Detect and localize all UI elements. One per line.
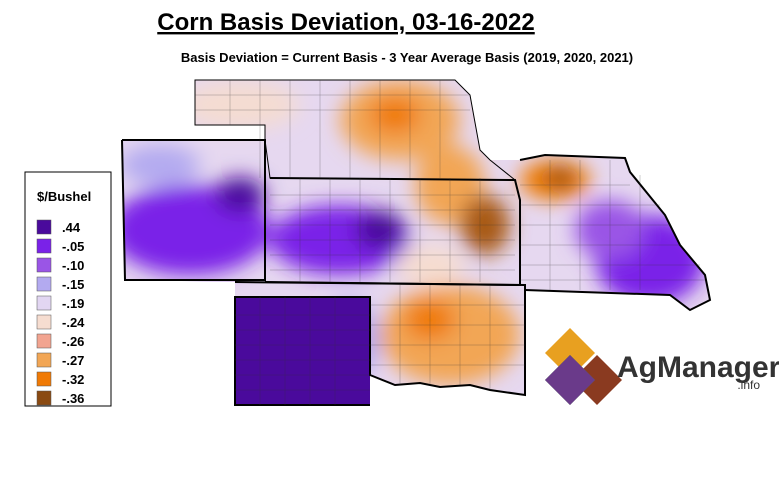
- legend-swatch: [36, 257, 52, 273]
- legend-label: -.32: [62, 372, 84, 387]
- legend-swatch: [36, 333, 52, 349]
- legend-label: -.36: [62, 391, 84, 406]
- logo-suffix: .info: [737, 378, 760, 392]
- legend-swatch: [36, 314, 52, 330]
- legend-label: -.27: [62, 353, 84, 368]
- legend-label: .44: [62, 220, 81, 235]
- legend-swatch: [36, 390, 52, 406]
- legend-swatch: [36, 219, 52, 235]
- logo-name: AgManager: [617, 351, 779, 384]
- legend-swatch: [36, 371, 52, 387]
- legend-label: -.24: [62, 315, 85, 330]
- map-subtitle: Basis Deviation = Current Basis - 3 Year…: [181, 50, 633, 65]
- legend: $/Bushel .44 -.05 -.10 -.15 -.19 -.24 -.26 -.27…: [24, 171, 112, 407]
- legend-swatch: [36, 276, 52, 292]
- map-title: Corn Basis Deviation, 03-16-2022: [157, 9, 535, 36]
- county-lines: [195, 80, 705, 405]
- legend-label: -.10: [62, 258, 84, 273]
- legend-swatch: [36, 295, 52, 311]
- legend-label: -.05: [62, 239, 84, 254]
- legend-label: -.15: [62, 277, 84, 292]
- legend-title: $/Bushel: [37, 189, 91, 204]
- legend-label: -.26: [62, 334, 84, 349]
- legend-label: -.19: [62, 296, 84, 311]
- legend-swatch: [36, 352, 52, 368]
- logo: AgManager .info: [545, 328, 779, 405]
- legend-swatch: [36, 238, 52, 254]
